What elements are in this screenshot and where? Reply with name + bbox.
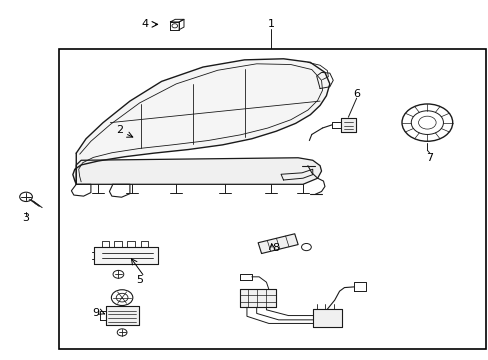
Polygon shape (312, 309, 341, 327)
Text: 5: 5 (136, 275, 143, 285)
Text: 3: 3 (22, 213, 29, 223)
Polygon shape (76, 158, 321, 184)
Text: 6: 6 (352, 89, 360, 99)
Text: 7: 7 (426, 153, 432, 163)
Bar (59, 49, 485, 348)
Text: 8: 8 (272, 243, 279, 253)
Polygon shape (340, 118, 355, 132)
Polygon shape (105, 306, 139, 325)
Polygon shape (239, 289, 276, 307)
Text: 2: 2 (116, 125, 123, 135)
Text: 1: 1 (267, 19, 274, 30)
Polygon shape (73, 59, 329, 184)
Polygon shape (94, 247, 158, 264)
Polygon shape (258, 234, 298, 253)
Text: 4: 4 (141, 19, 148, 30)
Text: 9: 9 (92, 308, 99, 318)
